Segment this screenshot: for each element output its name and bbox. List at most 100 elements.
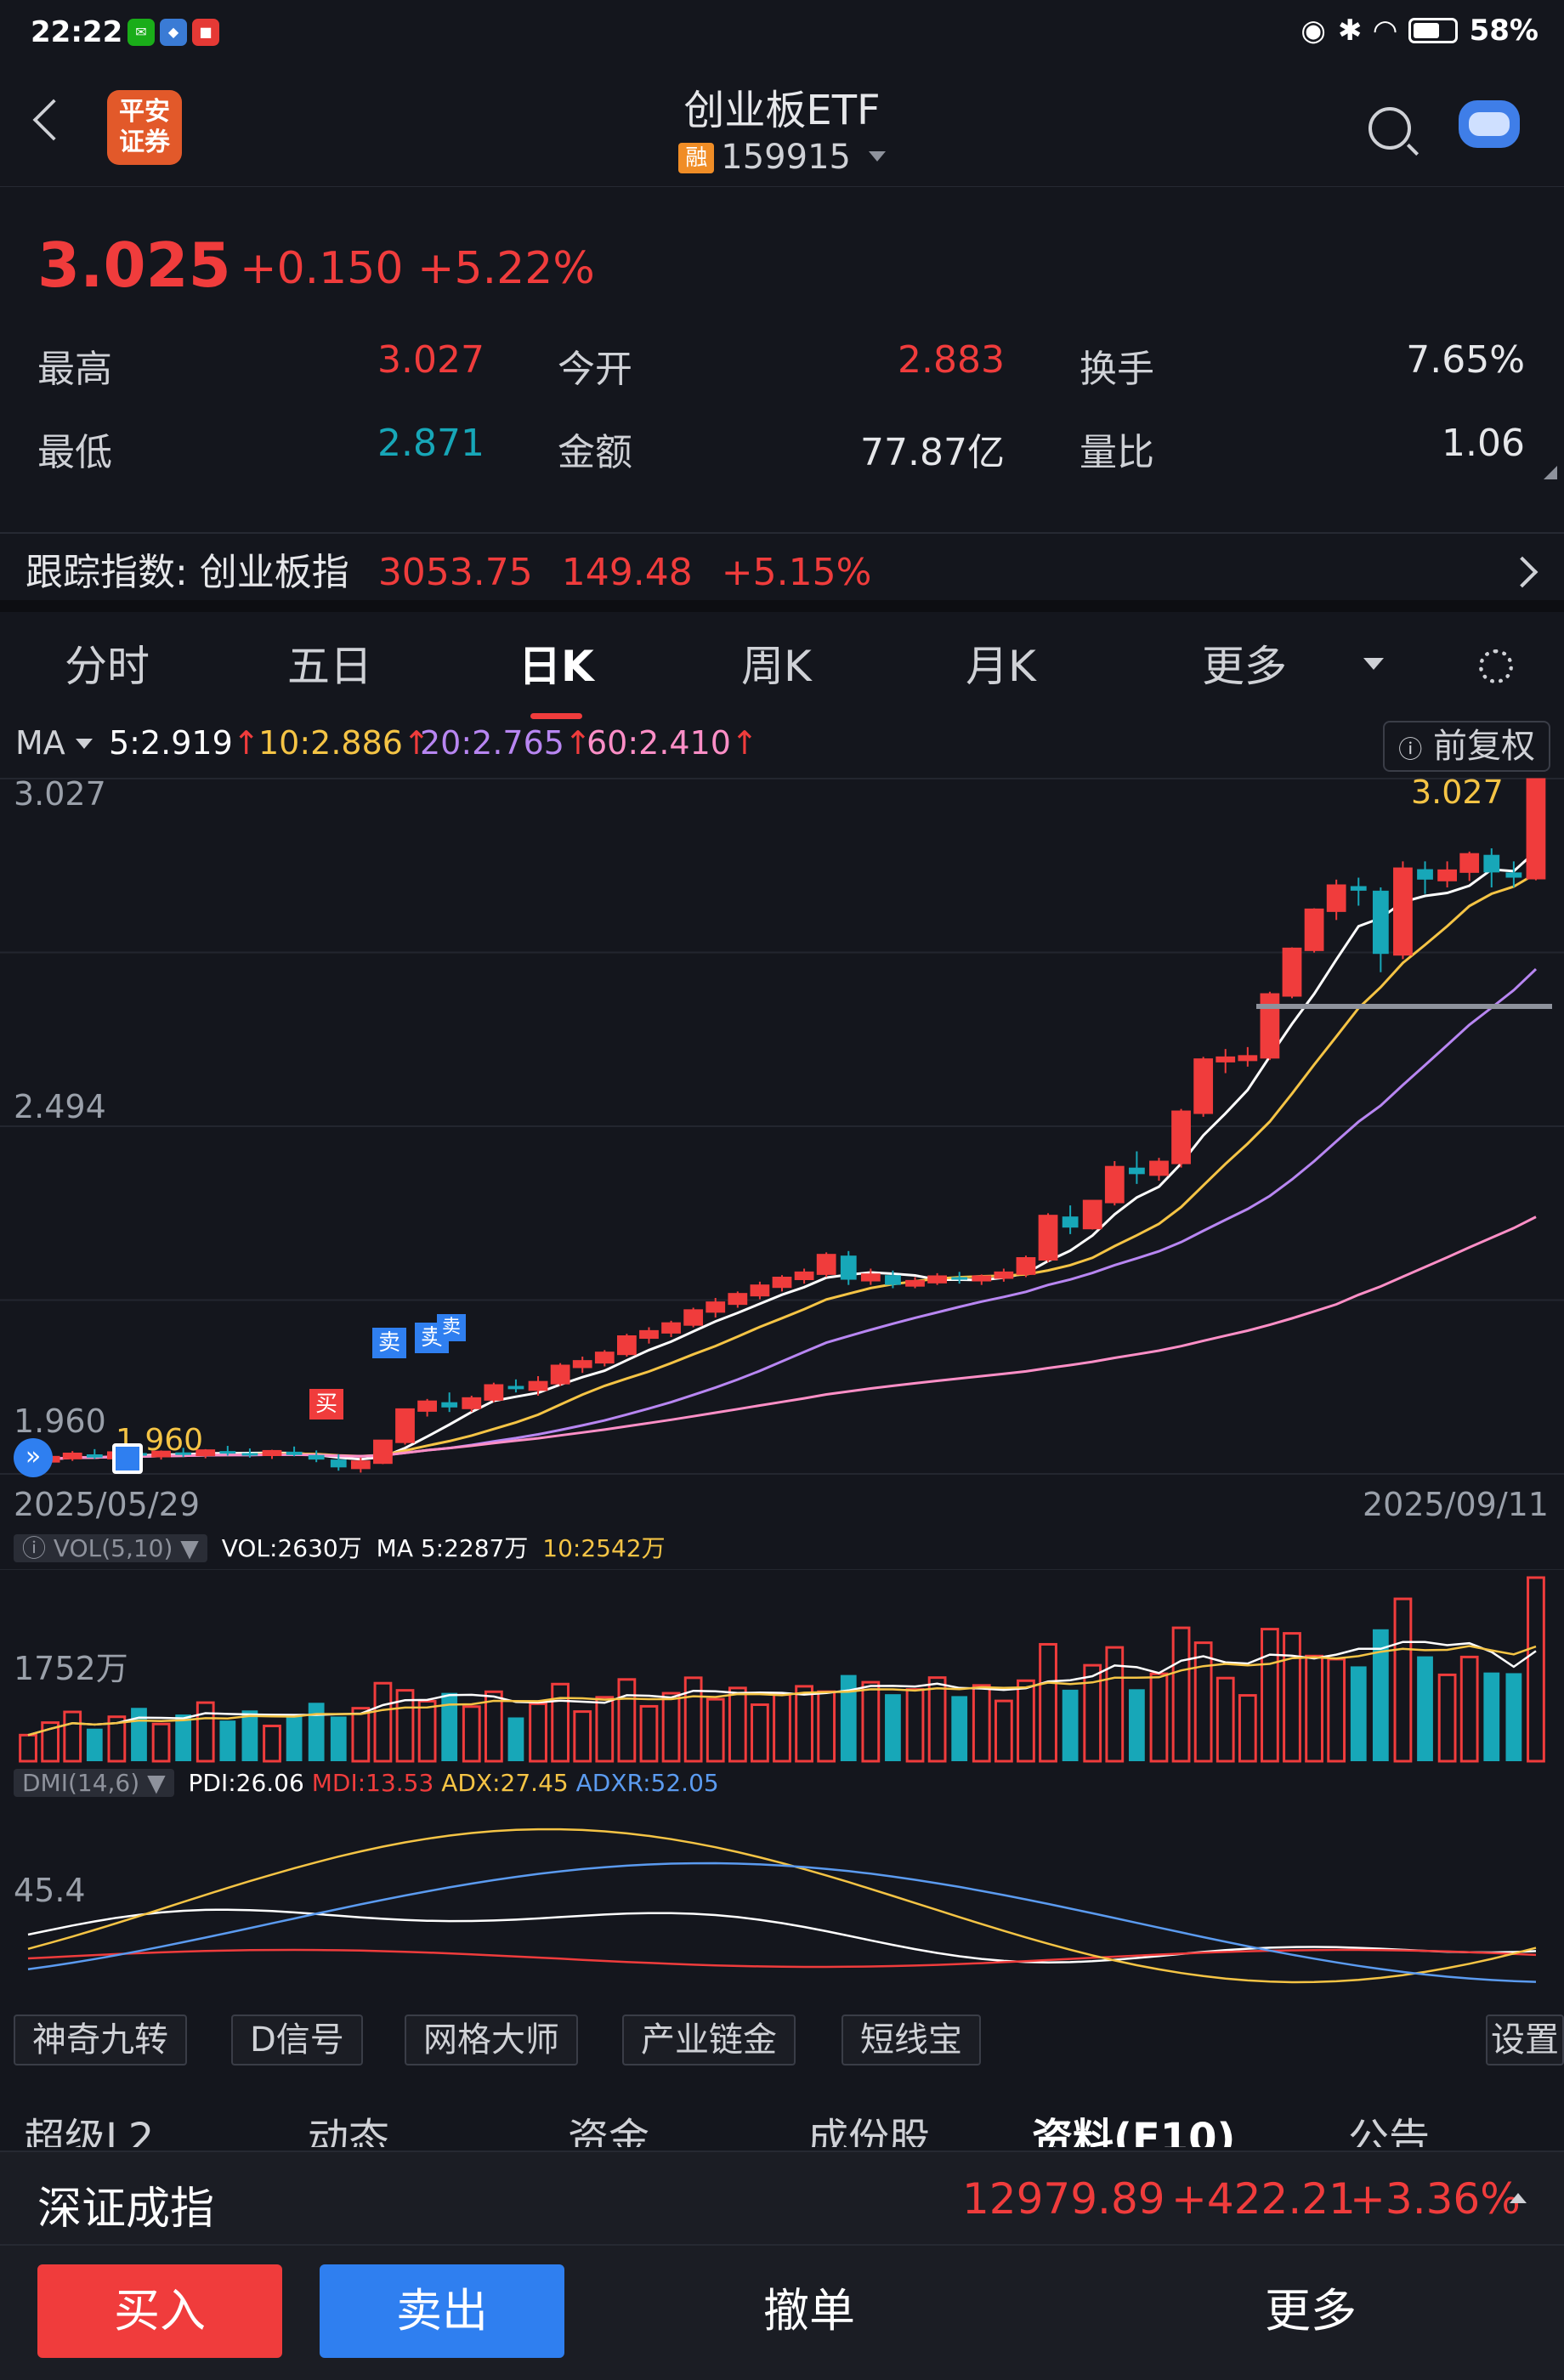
index-value: 12979.89 (962, 2174, 1165, 2224)
subtab-funds[interactable]: 资金 (568, 2115, 650, 2147)
search-icon[interactable] (1368, 107, 1411, 150)
volume-indicator-tag[interactable]: ⓘ VOL(5,10) ▼ (14, 1534, 207, 1562)
tool-settings[interactable]: 设置 (1486, 2014, 1564, 2066)
ma-selector[interactable]: MA (15, 717, 93, 768)
tool-d-signal[interactable]: D信号 (231, 2014, 363, 2066)
candle-body (417, 1400, 437, 1412)
tab-monthly-k[interactable]: 月K (966, 642, 1036, 691)
volume-bar (1171, 1626, 1191, 1763)
candle-body (86, 1454, 103, 1458)
candle-body (951, 1277, 968, 1280)
expand-up-icon[interactable] (1510, 2193, 1527, 2203)
index-change: +422.21 (1171, 2174, 1356, 2224)
volume-bar (905, 1688, 925, 1763)
tab-daily-k[interactable]: 日K (518, 632, 594, 719)
volume-bar (840, 1674, 857, 1761)
sell-signal-badge[interactable]: 卖 (372, 1328, 406, 1358)
security-code: 159915 (721, 138, 851, 177)
candle-body (151, 1450, 171, 1458)
volume-bar (1327, 1658, 1346, 1763)
tool-industry-chain[interactable]: 产业链金 (622, 2014, 796, 2066)
dmi-indicator-tag[interactable]: DMI(14,6) ▼ (14, 1769, 174, 1797)
subtab-f10[interactable]: 资料(F10) (1032, 2115, 1236, 2147)
fullscreen-icon[interactable] (112, 1443, 143, 1474)
candle-body (1459, 853, 1480, 873)
tab-five-day[interactable]: 五日 (287, 642, 372, 691)
expand-sidebar-icon[interactable]: » (14, 1438, 53, 1477)
volume-panel[interactable]: ⓘ VOL(5,10) ▼ VOL:2630万 MA 5:2287万 10:25… (0, 1532, 1564, 1766)
candle-body (373, 1439, 393, 1465)
volume-bar (373, 1681, 393, 1763)
candle-body (219, 1451, 236, 1454)
candle-body (350, 1460, 371, 1470)
gear-icon[interactable] (1479, 649, 1513, 683)
volume-bar (1283, 1632, 1301, 1763)
expand-corner-icon[interactable] (1544, 466, 1557, 479)
info-subtabs: 超级L2 动态 资金 成份股 资料(F10) 公告 (0, 2088, 1564, 2147)
sell-signal-badge[interactable]: 卖 (437, 1314, 466, 1341)
tracking-label: 跟踪指数: 创业板指 (26, 551, 349, 594)
dmi-adxr-line (27, 1862, 1537, 1983)
tracking-index-row[interactable]: 跟踪指数: 创业板指 3053.75 149.48 +5.15% (0, 534, 1564, 612)
candle-body (683, 1309, 704, 1326)
tracking-change: 149.48 (561, 551, 693, 594)
subtab-news[interactable]: 动态 (308, 2115, 390, 2147)
ma5-value: 5:2.919↑ (109, 724, 260, 762)
volume-bar (1459, 1655, 1479, 1763)
ma10-value: 10:2.886↑ (258, 724, 430, 762)
volume-bar (972, 1684, 991, 1763)
volume-bar (86, 1728, 103, 1761)
ma-legend-row: MA 5:2.919↑ 10:2.886↑ 20:2.765↑ 60:2.410… (0, 717, 1564, 772)
subtab-level2[interactable]: 超级L2 (24, 2115, 155, 2147)
candle-body (484, 1384, 504, 1401)
kline-grid (0, 778, 1564, 1475)
volume-bar (63, 1710, 82, 1763)
cancel-order-button[interactable]: 撤单 (763, 2284, 855, 2338)
kline-chart[interactable]: 3.027 2.494 1.960 3.027 1.960 » 买 卖 卖 卖 … (0, 768, 1564, 1523)
buy-signal-badge[interactable]: 买 (309, 1389, 343, 1420)
volume-ma10-line (27, 1645, 1537, 1737)
status-time: 22:22 (31, 15, 123, 49)
volume-axis-label: 1752万 (14, 1650, 128, 1687)
tab-intraday[interactable]: 分时 (65, 642, 150, 691)
candle-body (1526, 778, 1546, 880)
tab-weekly-k[interactable]: 周K (741, 642, 812, 691)
sell-button[interactable]: 卖出 (320, 2264, 564, 2358)
dmi-panel[interactable]: DMI(14,6) ▼ PDI:26.06 MDI:13.53 ADX:27.4… (0, 1766, 1564, 1998)
volume-bar (1149, 1672, 1169, 1763)
last-price: 3.025 (37, 230, 231, 301)
volume-bar (330, 1716, 347, 1761)
volume-ratio-value: 1.06 (1442, 422, 1525, 465)
quote-panel: 3.025 +0.150 +5.22% 最高 3.027 今开 2.883 换手… (0, 187, 1564, 534)
assistant-robot-icon[interactable] (1459, 100, 1520, 148)
index-ticker-bar[interactable]: 深证成指 12979.89 +422.21 +3.36% (0, 2150, 1564, 2244)
buy-button[interactable]: 买入 (37, 2264, 282, 2358)
volume-bar (595, 1696, 615, 1763)
volume-bar (1527, 1576, 1545, 1763)
candle-body (196, 1449, 216, 1457)
volume-header: ⓘ VOL(5,10) ▼ VOL:2630万 MA 5:2287万 10:25… (14, 1532, 666, 1566)
tool-magic-nine[interactable]: 神奇九转 (14, 2014, 187, 2066)
tool-short-term[interactable]: 短线宝 (842, 2014, 981, 2066)
security-code-selector[interactable]: 融 159915 (0, 138, 1564, 177)
low-label: 最低 (37, 431, 112, 474)
candle-body (1505, 872, 1522, 878)
volume-bar (1062, 1689, 1079, 1761)
dmi-axis-label: 45.4 (14, 1872, 86, 1909)
tool-grid-master[interactable]: 网格大师 (405, 2014, 578, 2066)
volume-bar (41, 1721, 60, 1763)
tracking-value: 3053.75 (377, 551, 533, 594)
subtab-components[interactable]: 成份股 (808, 2115, 931, 2147)
more-dropdown-icon[interactable] (1363, 658, 1384, 670)
sell-signal-badge[interactable]: 卖 (415, 1323, 449, 1353)
candle-body (639, 1329, 659, 1340)
broker-logo: 平安 证券 (107, 90, 182, 165)
volume-bar (573, 1710, 592, 1763)
adjust-toggle[interactable]: ⓘ 前复权 (1383, 721, 1550, 772)
volume-bar (196, 1701, 215, 1763)
volume-bar (661, 1692, 681, 1763)
subtab-announcements[interactable]: 公告 (1348, 2115, 1431, 2147)
volume-svg (0, 1569, 1564, 1763)
more-actions-button[interactable]: 更多 (1265, 2284, 1357, 2338)
tab-more[interactable]: 更多 (1202, 642, 1287, 691)
